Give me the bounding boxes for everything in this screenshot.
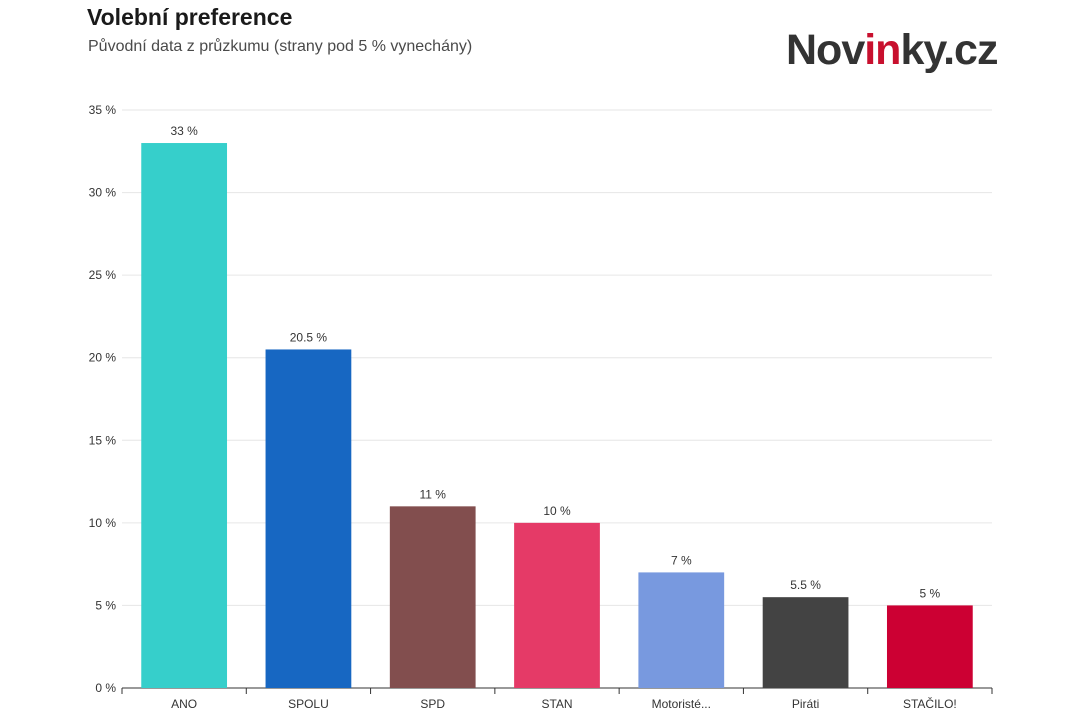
logo-text-accent: in (864, 26, 901, 74)
y-tick-label: 5 % (95, 598, 116, 612)
bar (389, 506, 476, 688)
x-tick-label: Piráti (792, 697, 819, 711)
y-tick-label: 30 % (89, 186, 117, 200)
x-tick-label: SPD (420, 697, 445, 711)
bar (638, 572, 725, 688)
bar (762, 597, 849, 688)
novinky-logo[interactable]: Novinky.cz (786, 26, 998, 75)
chart-subtitle: Původní data z průzkumu (strany pod 5 % … (88, 38, 473, 55)
x-tick-label: SPOLU (288, 697, 329, 711)
bar (141, 143, 228, 688)
x-tick-label: ANO (171, 697, 197, 711)
bar-value-label: 11 % (419, 487, 446, 501)
y-tick-label: 25 % (89, 268, 117, 282)
y-tick-label: 10 % (89, 516, 117, 530)
y-tick-label: 15 % (89, 433, 117, 447)
bar (265, 349, 352, 688)
y-tick-label: 0 % (95, 681, 116, 695)
chart-title: Volební preference (87, 4, 293, 30)
bar-value-label: 20.5 % (290, 330, 328, 344)
bar-value-label: 10 % (543, 504, 571, 518)
x-tick-label: Motoristé... (652, 697, 711, 711)
bar-value-label: 5.5 % (790, 578, 821, 592)
logo-text-start: Nov (786, 26, 865, 74)
y-tick-label: 35 % (89, 103, 117, 117)
bar-value-label: 5 % (920, 586, 941, 600)
bar-value-label: 7 % (671, 553, 692, 567)
bar-value-label: 33 % (170, 124, 198, 138)
x-tick-label: STAN (541, 697, 572, 711)
y-tick-label: 20 % (89, 351, 117, 365)
bar (886, 605, 973, 688)
x-tick-label: STAČILO! (903, 696, 957, 711)
logo-text-end: ky.cz (900, 26, 998, 74)
bar (514, 522, 600, 688)
